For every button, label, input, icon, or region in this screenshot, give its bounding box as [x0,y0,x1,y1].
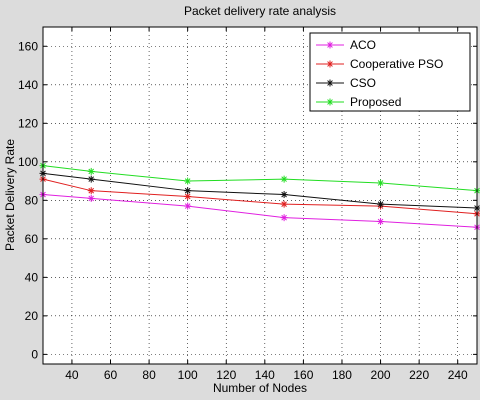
legend-marker [326,79,334,87]
series-line-proposed [42,165,478,192]
y-tick-label: 40 [25,270,39,284]
y-tick-label: 0 [31,347,38,361]
data-point-cso [87,175,95,183]
data-point-aco [377,217,385,225]
legend-item-cooperative-pso: Cooperative PSO [316,57,443,71]
y-tick-label: 60 [25,232,39,246]
legend-marker [326,60,334,68]
x-tick-label: 160 [293,368,313,382]
y-tick-label: 80 [25,193,39,207]
x-tick-label: 60 [104,368,118,382]
data-point-proposed [184,177,192,185]
legend-label: Proposed [350,95,401,109]
series-line-cso [42,172,478,209]
data-point-proposed [377,179,385,187]
y-axis-label: Packet Delivery Rate [3,139,17,251]
y-tick-label: 140 [18,78,38,92]
legend-box [309,32,471,112]
x-axis-label: Number of Nodes [213,381,307,395]
y-tick-label: 20 [25,309,39,323]
data-point-proposed [87,167,95,175]
x-tick-label: 40 [65,368,79,382]
x-tick-label: 200 [371,368,391,382]
legend-item-aco: ACO [316,38,376,52]
legend: ACO Cooperative PSO CSO Proposed [309,32,471,112]
data-point-cooperative-pso [280,200,288,208]
data-point-aco [87,194,95,202]
legend-item-proposed: Proposed [316,95,401,109]
data-point-aco [280,214,288,222]
x-tick-label: 240 [448,368,468,382]
legend-label: ACO [350,38,376,52]
legend-item-cso: CSO [316,76,376,90]
x-tick-label: 120 [216,368,236,382]
axis-ticks: 40 60 80 100 120 140 160 180 200 220 240 0 20 40 60 80 1… [18,27,477,382]
chart-title: Packet delivery rate analysis [184,4,336,18]
plot-frame [42,26,478,365]
x-tick-label: 180 [332,368,352,382]
legend-marker [326,41,334,49]
data-point-proposed [280,175,288,183]
data-point-aco [184,202,192,210]
legend-label: CSO [350,76,376,90]
x-tick-label: 80 [142,368,156,382]
series-line-aco [42,194,478,228]
series-line-cooperative-pso [42,178,478,215]
y-tick-label: 100 [18,155,38,169]
legend-marker [326,98,334,106]
y-tick-label: 120 [18,116,38,130]
x-tick-label: 140 [255,368,275,382]
data-point-cooperative-pso [87,187,95,195]
x-tick-label: 100 [178,368,198,382]
data-point-cso [184,187,192,195]
legend-label: Cooperative PSO [350,57,443,71]
x-tick-label: 220 [409,368,429,382]
data-point-cso [280,191,288,199]
y-tick-label: 160 [18,39,38,53]
data-point-cso [377,200,385,208]
grid-lines [43,27,477,364]
